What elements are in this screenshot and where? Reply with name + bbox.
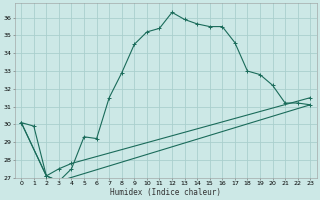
X-axis label: Humidex (Indice chaleur): Humidex (Indice chaleur) [110,188,221,197]
